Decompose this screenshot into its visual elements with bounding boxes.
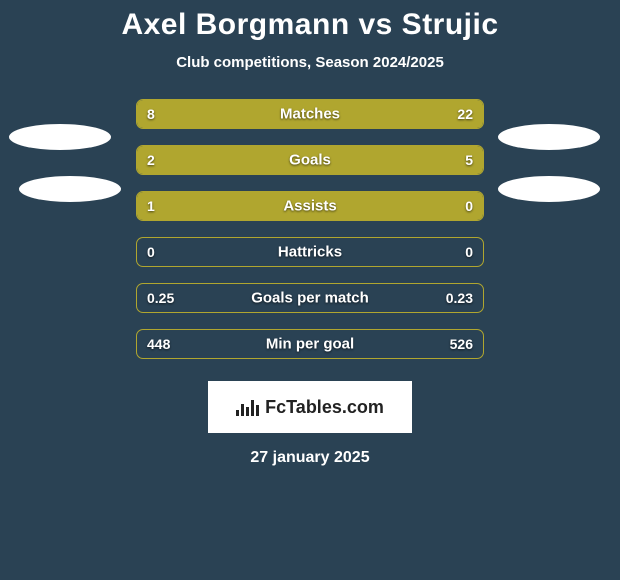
stat-row: 0.250.23Goals per match bbox=[136, 283, 484, 313]
stat-row: 822Matches bbox=[136, 99, 484, 129]
stat-label: Goals bbox=[137, 152, 483, 169]
stat-row: 10Assists bbox=[136, 191, 484, 221]
page-subtitle: Club competitions, Season 2024/2025 bbox=[176, 54, 444, 71]
stat-row: 25Goals bbox=[136, 145, 484, 175]
stat-row: 448526Min per goal bbox=[136, 329, 484, 359]
stat-label: Min per goal bbox=[137, 336, 483, 353]
stat-label: Hattricks bbox=[137, 244, 483, 261]
team-logo-placeholder bbox=[498, 176, 600, 202]
logo-text: FcTables.com bbox=[265, 397, 384, 418]
stat-label: Matches bbox=[137, 106, 483, 123]
page-title: Axel Borgmann vs Strujic bbox=[121, 8, 498, 42]
team-logo-placeholder bbox=[9, 124, 111, 150]
team-logo-placeholder bbox=[498, 124, 600, 150]
bars-icon bbox=[236, 398, 259, 416]
date-text: 27 january 2025 bbox=[250, 449, 369, 467]
stat-label: Goals per match bbox=[137, 290, 483, 307]
comparison-card: Axel Borgmann vs Strujic Club competitio… bbox=[0, 0, 620, 467]
logo-box: FcTables.com bbox=[208, 381, 412, 433]
stat-label: Assists bbox=[137, 198, 483, 215]
team-logo-placeholder bbox=[19, 176, 121, 202]
stat-row: 00Hattricks bbox=[136, 237, 484, 267]
